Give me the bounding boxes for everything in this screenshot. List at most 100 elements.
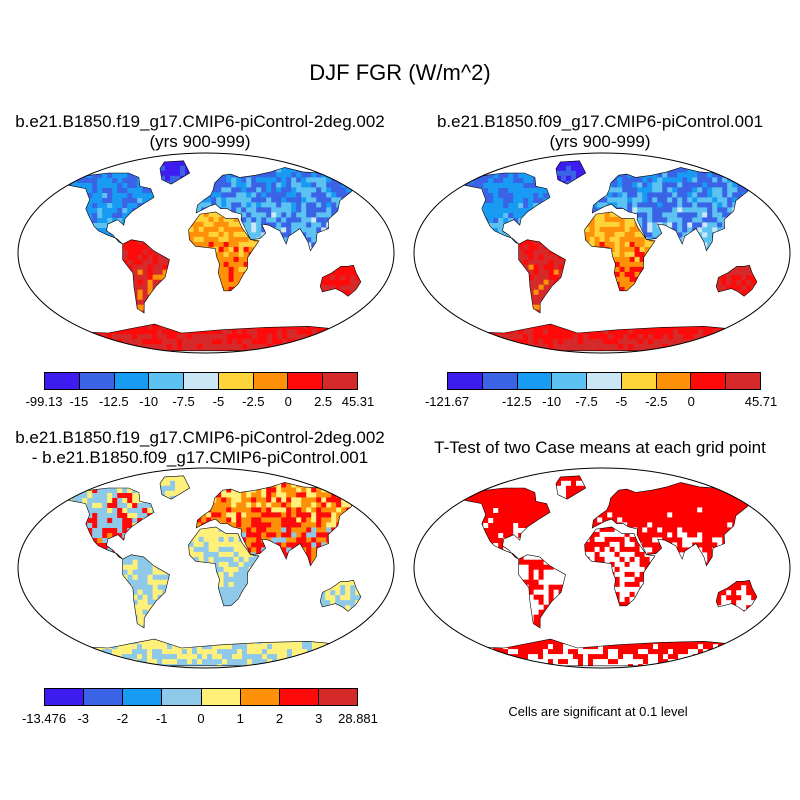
coastline-sa <box>518 554 566 629</box>
figure-title: DJF FGR (W/m^2) <box>309 60 491 85</box>
colorbar-tick-label: -2 <box>116 711 129 726</box>
colorbar-swatch <box>218 373 254 389</box>
colorbar-tick-label: -12.5 <box>98 394 129 409</box>
colorbar-tick-label: -12.5 <box>501 394 532 409</box>
colorbar-case1 <box>44 372 358 390</box>
coastline-au <box>319 579 362 612</box>
continent-na <box>62 173 155 245</box>
colorbar-swatch <box>123 689 163 705</box>
colorbar-swatch <box>621 373 657 389</box>
colorbar-swatch <box>162 689 202 705</box>
colorbar-swatch <box>587 373 622 389</box>
continent-sa <box>122 554 170 628</box>
coastline-gr <box>159 160 191 185</box>
colorbar-tick-label: -5 <box>615 394 628 409</box>
colorbar-tick-label: -121.67 <box>424 394 470 409</box>
colorbar-tick-label: 0 <box>284 394 292 409</box>
colorbar-tick-label: -5 <box>212 394 225 409</box>
coastline-au <box>319 264 362 297</box>
colorbar-tick-label: -7.5 <box>172 394 195 409</box>
continent-sa <box>122 239 170 313</box>
colorbar-swatch <box>79 373 115 389</box>
continent-an <box>57 324 355 351</box>
colorbar-tick-label: -15 <box>69 394 89 409</box>
continent-an <box>453 639 751 666</box>
map-case2 <box>413 152 791 354</box>
colorbar-swatch <box>656 373 692 389</box>
coastline-eu <box>195 482 357 567</box>
map-ttest <box>413 467 791 669</box>
coastline-sa <box>122 239 170 314</box>
coastline-gr <box>159 475 191 500</box>
coastline-na <box>457 172 551 245</box>
colorbar-swatch <box>149 373 185 389</box>
colorbar-tick-label: 28.881 <box>338 711 378 726</box>
colorbar-case2-labels: -121.67 -12.5 -10 -7.5 -5 -2.5 0 45.71 <box>425 394 777 410</box>
continent-gr <box>160 160 190 185</box>
continent-an <box>453 324 751 351</box>
coastline-sa <box>122 554 170 629</box>
colorbar-tick-label: 45.31 <box>341 394 375 409</box>
panel-title-line2: (yrs 900-999) <box>549 132 651 151</box>
colorbar-swatch <box>318 689 357 705</box>
colorbar-swatch <box>253 373 289 389</box>
colorbar-case2 <box>447 372 761 390</box>
map-boundary <box>17 467 395 669</box>
colorbar-tick-label: 2 <box>275 711 284 726</box>
panel-title-case1: b.e21.B1850.f19_g17.CMIP6-piControl-2deg… <box>0 112 400 152</box>
map-boundary <box>17 152 395 354</box>
colorbar-swatch <box>45 689 85 705</box>
coastline-eu <box>591 482 753 567</box>
continent-gr <box>556 160 586 185</box>
colorbar-tick-label: 0 <box>197 711 205 726</box>
colorbar-swatch <box>517 373 553 389</box>
coastline-au <box>715 264 758 297</box>
colorbar-swatch <box>45 373 80 389</box>
colorbar-swatch <box>201 689 241 705</box>
panel-title-diff: b.e21.B1850.f19_g17.CMIP6-piControl-2deg… <box>0 428 400 468</box>
coastline-af <box>584 526 656 607</box>
map-diff <box>17 467 395 669</box>
coastline-gr <box>555 475 587 500</box>
panel-title-line1: b.e21.B1850.f19_g17.CMIP6-piControl-2deg… <box>15 112 385 131</box>
panel-title-line2: (yrs 900-999) <box>149 132 251 151</box>
continent-au <box>320 265 361 297</box>
panel-title-line2: - b.e21.B1850.f09_g17.CMIP6-piControl.00… <box>31 448 369 467</box>
coastline-sa <box>518 239 566 314</box>
colorbar-swatch <box>114 373 150 389</box>
colorbar-case1-labels: -99.13 -15 -12.5 -10 -7.5 -5 -2.5 0 2.5 45.31 <box>26 394 375 410</box>
colorbar-swatch <box>482 373 518 389</box>
colorbar-diff <box>44 688 358 706</box>
panel-title-line1: T-Test of two Case means at each grid po… <box>434 438 766 457</box>
coastline-eu <box>195 167 357 252</box>
map-boundary <box>413 152 791 354</box>
map-boundary <box>413 467 791 669</box>
colorbar-tick-label: 3 <box>315 711 323 726</box>
colorbar-swatch <box>726 373 761 389</box>
coastline-af <box>188 526 260 607</box>
panel-title-ttest: T-Test of two Case means at each grid po… <box>400 438 800 458</box>
colorbar-tick-label: -10 <box>542 394 562 409</box>
colorbar-swatch <box>288 373 324 389</box>
colorbar-swatch <box>552 373 588 389</box>
significance-note: Cells are significant at 0.1 level <box>508 704 688 719</box>
panel-title-line1: b.e21.B1850.f19_g17.CMIP6-piControl-2deg… <box>15 428 385 447</box>
colorbar-swatch <box>240 689 280 705</box>
continent-au <box>716 265 757 297</box>
continent-sa <box>518 554 566 628</box>
coastline-na <box>457 487 551 560</box>
coastline-af <box>584 211 656 292</box>
continent-na <box>458 488 551 560</box>
panel-title-case2: b.e21.B1850.f09_g17.CMIP6-piControl.001 … <box>400 112 800 152</box>
continent-sa <box>518 239 566 313</box>
coastline-gr <box>555 160 587 185</box>
colorbar-swatch <box>184 373 219 389</box>
continent-an <box>57 639 355 666</box>
coastline-af <box>188 211 260 292</box>
colorbar-swatch <box>279 689 319 705</box>
map-case1 <box>17 152 395 354</box>
colorbar-swatch <box>84 689 124 705</box>
continent-na <box>62 488 155 560</box>
continent-na <box>458 173 551 245</box>
coastline-na <box>61 172 155 245</box>
